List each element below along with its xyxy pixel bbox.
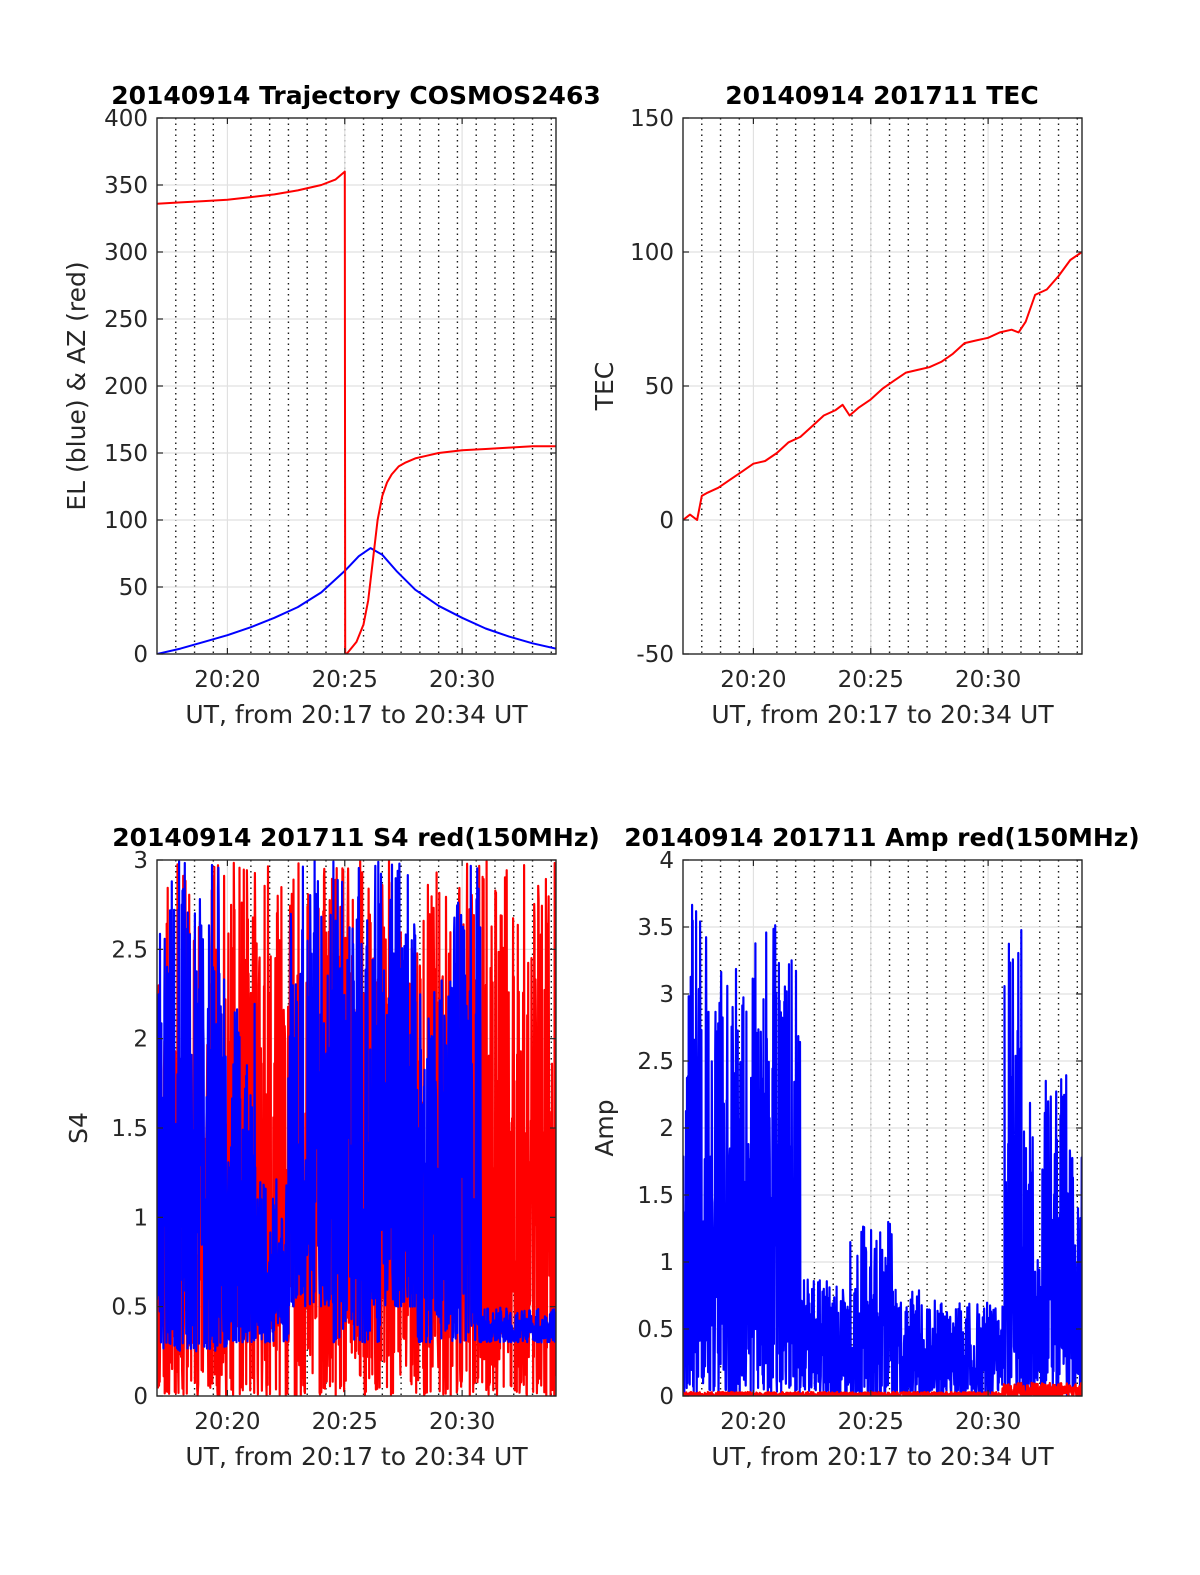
x-tick-label-1: 20:25 <box>838 667 904 693</box>
x-tick-label-0: 20:20 <box>194 667 260 693</box>
x-tick-label-1: 20:25 <box>312 667 378 693</box>
y-tick-label-3: 1.5 <box>111 1116 148 1142</box>
y-tick-label-3: 150 <box>104 441 148 467</box>
chart-title: 20140914 201711 S4 red(150MHz) <box>112 823 600 852</box>
x-axis-label: UT, from 20:17 to 20:34 UT <box>711 1442 1054 1471</box>
y-tick-label-2: 50 <box>645 374 674 400</box>
y-tick-label-7: 350 <box>104 173 148 199</box>
y-tick-label-2: 100 <box>104 508 148 534</box>
chart-panel-1: 20:20 20:25 20:30 0 50 100 150 200 250 300 350 4002… <box>62 81 601 729</box>
y-axis-label: TEC <box>590 362 619 412</box>
y-axis-label: Amp <box>590 1099 619 1156</box>
x-tick-label-2: 20:30 <box>429 667 495 693</box>
y-tick-label-0: -50 <box>636 642 674 668</box>
y-tick-label-4: 2 <box>659 1116 674 1142</box>
y-tick-label-1: 0.5 <box>111 1295 148 1321</box>
x-axis-label: UT, from 20:17 to 20:34 UT <box>711 700 1054 729</box>
y-tick-label-3: 100 <box>630 240 674 266</box>
y-tick-label-1: 0.5 <box>637 1317 674 1343</box>
x-axis-label: UT, from 20:17 to 20:34 UT <box>185 1442 528 1471</box>
series-tec-line <box>683 251 1082 521</box>
y-tick-label-4: 2 <box>133 1027 148 1053</box>
series-group <box>157 170 556 654</box>
series-az-line <box>157 170 556 654</box>
series-el-line <box>157 547 556 654</box>
x-tick-label-2: 20:30 <box>955 1409 1021 1435</box>
y-tick-label-7: 3.5 <box>637 915 674 941</box>
y-tick-label-2: 1 <box>133 1205 148 1231</box>
x-tick-label-0: 20:20 <box>720 667 786 693</box>
chart-panel-2: 20:20 20:25 20:30 -50 0 50 100 150 20140914 2017… <box>590 81 1083 729</box>
y-tick-label-0: 0 <box>659 1384 674 1410</box>
y-tick-label-2: 1 <box>659 1250 674 1276</box>
y-tick-label-3: 1.5 <box>637 1183 674 1209</box>
y-tick-label-5: 2.5 <box>637 1049 674 1075</box>
y-axis-label: S4 <box>64 1112 93 1144</box>
y-tick-label-6: 300 <box>104 240 148 266</box>
y-tick-label-1: 0 <box>659 508 674 534</box>
x-tick-label-1: 20:25 <box>838 1409 904 1435</box>
chart-title: 20140914 201711 Amp red(150MHz) <box>624 823 1140 852</box>
chart-title: 20140914 201711 TEC <box>725 81 1038 110</box>
y-axis-label: EL (blue) & AZ (red) <box>62 261 91 510</box>
x-tick-label-0: 20:20 <box>194 1409 260 1435</box>
y-tick-label-0: 0 <box>133 1384 148 1410</box>
y-tick-label-8: 400 <box>104 106 148 132</box>
y-tick-label-1: 50 <box>119 575 148 601</box>
y-tick-label-4: 150 <box>630 106 674 132</box>
chart-title: 20140914 Trajectory COSMOS2463 <box>111 81 601 110</box>
y-tick-label-6: 3 <box>659 982 674 1008</box>
series-blue-line <box>157 860 556 1353</box>
x-tick-label-0: 20:20 <box>720 1409 786 1435</box>
chart-panel-4: 20:20 20:25 20:30 0 0.5 1 1.5 2 2.5 3 3.5 420140914… <box>590 823 1140 1471</box>
y-tick-label-0: 0 <box>133 642 148 668</box>
y-tick-label-4: 200 <box>104 374 148 400</box>
y-tick-label-6: 3 <box>133 848 148 874</box>
y-tick-label-8: 4 <box>659 848 674 874</box>
y-tick-label-5: 2.5 <box>111 937 148 963</box>
series-blue-line <box>683 903 1082 1396</box>
x-axis-label: UT, from 20:17 to 20:34 UT <box>185 700 528 729</box>
series-group <box>683 251 1082 521</box>
x-tick-label-1: 20:25 <box>312 1409 378 1435</box>
x-tick-label-2: 20:30 <box>955 667 1021 693</box>
x-tick-label-2: 20:30 <box>429 1409 495 1435</box>
series-group <box>157 860 556 1396</box>
y-tick-label-5: 250 <box>104 307 148 333</box>
